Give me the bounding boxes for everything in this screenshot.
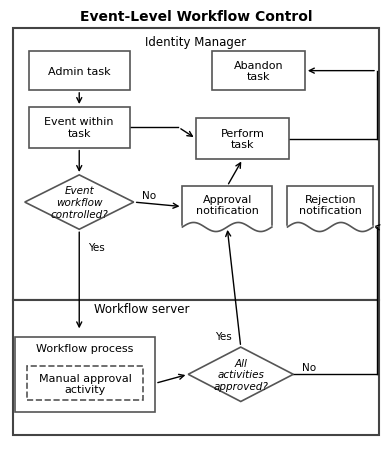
FancyBboxPatch shape	[27, 367, 143, 400]
Text: Workflow server: Workflow server	[94, 303, 189, 315]
FancyBboxPatch shape	[212, 52, 305, 91]
FancyBboxPatch shape	[182, 187, 272, 228]
FancyBboxPatch shape	[15, 337, 155, 412]
Text: Approval
notification: Approval notification	[196, 194, 259, 216]
FancyBboxPatch shape	[287, 187, 373, 228]
FancyBboxPatch shape	[13, 29, 379, 300]
Text: No: No	[142, 191, 156, 201]
Text: Rejection
notification: Rejection notification	[299, 194, 362, 216]
Text: Admin task: Admin task	[48, 66, 111, 76]
Text: Workflow process: Workflow process	[36, 344, 134, 354]
Text: Yes: Yes	[215, 331, 232, 341]
Text: Perform
task: Perform task	[221, 129, 265, 150]
Text: Yes: Yes	[88, 243, 105, 253]
Text: Event
workflow
controlled?: Event workflow controlled?	[50, 186, 108, 219]
Text: All
activities
approved?: All activities approved?	[213, 358, 268, 391]
FancyBboxPatch shape	[29, 52, 130, 91]
Polygon shape	[25, 176, 134, 230]
Text: No: No	[302, 363, 316, 373]
Polygon shape	[188, 347, 293, 402]
FancyBboxPatch shape	[29, 108, 130, 148]
FancyBboxPatch shape	[13, 300, 379, 435]
Text: Event-Level Workflow Control: Event-Level Workflow Control	[80, 10, 312, 24]
Text: Abandon
task: Abandon task	[234, 61, 283, 82]
Text: Identity Manager: Identity Manager	[145, 35, 247, 49]
Text: Manual approval
activity: Manual approval activity	[39, 373, 131, 394]
Text: Event within
task: Event within task	[44, 117, 114, 139]
FancyBboxPatch shape	[196, 119, 289, 160]
